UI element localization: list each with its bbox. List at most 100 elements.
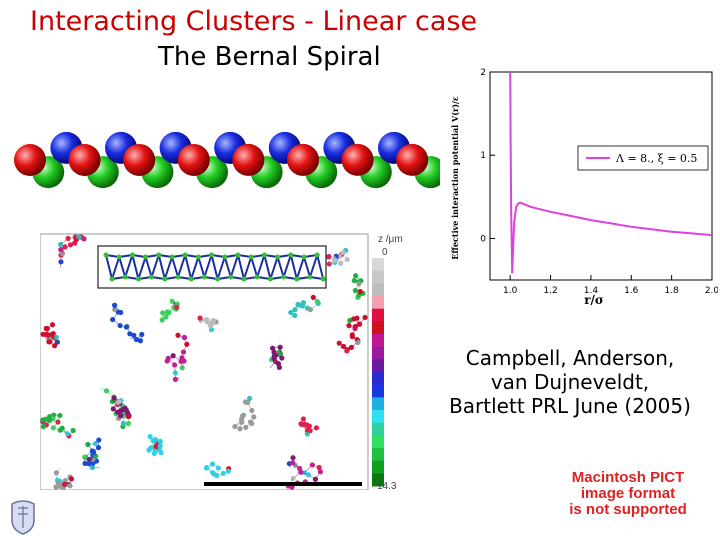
- particle: [351, 277, 357, 284]
- inset-node: [314, 252, 320, 258]
- legend: Λ = 8., ξ = 0.5: [577, 145, 709, 171]
- particle: [352, 287, 359, 294]
- colorbar-segment: [372, 321, 384, 335]
- inset-spiral-box: [97, 245, 327, 289]
- particle: [184, 341, 190, 347]
- colorbar-segment: [372, 359, 384, 373]
- inset-node: [188, 276, 194, 282]
- inset-node: [209, 252, 215, 258]
- particle: [40, 417, 46, 423]
- particle: [349, 334, 355, 340]
- colorbar-segment: [372, 410, 384, 424]
- particle: [242, 399, 249, 405]
- inset-node: [267, 276, 273, 282]
- particle: [64, 431, 71, 437]
- sphere: [177, 143, 210, 176]
- inset-node: [301, 254, 307, 260]
- citation-line: van Dujneveldt,: [490, 370, 650, 394]
- pict-line: Macintosh PICT: [571, 469, 685, 486]
- particle: [239, 419, 245, 425]
- legend-box: [577, 145, 709, 171]
- particle: [52, 343, 58, 349]
- colorbar-segment: [372, 372, 384, 386]
- depth-colorbar: [372, 258, 384, 487]
- potential-chart: 1.0 1.2 1.4 1.6 1.8 2.0 0 1 2 Λ = 8., ξ = 0.5 r/…: [450, 68, 718, 307]
- inset-node: [201, 274, 207, 280]
- inset-node: [235, 252, 241, 258]
- particle: [125, 420, 132, 427]
- slide-title: Interacting Clusters - Linear case: [30, 6, 478, 37]
- colorbar-segment: [372, 397, 384, 411]
- particle: [170, 353, 176, 359]
- particle: [131, 332, 137, 338]
- citation-line: Campbell, Anderson,: [465, 346, 675, 370]
- particle: [147, 433, 153, 440]
- inset-node: [275, 254, 281, 260]
- particle: [210, 470, 216, 476]
- colorbar-segment: [372, 334, 384, 348]
- particle: [174, 304, 180, 310]
- inset-node: [294, 276, 300, 282]
- particle: [49, 322, 56, 328]
- inset-node: [254, 274, 260, 280]
- series-line: [509, 71, 713, 274]
- particle: [82, 454, 88, 460]
- inset-node: [320, 276, 326, 282]
- inset-node: [149, 274, 155, 280]
- y-axis-label: Effective interaction potential V(r)/ε: [450, 96, 460, 260]
- inset-node: [248, 254, 254, 260]
- sphere: [232, 143, 265, 176]
- particle: [300, 416, 307, 422]
- sphere: [341, 143, 374, 176]
- colorbar-segment: [372, 308, 384, 322]
- particle: [118, 309, 124, 316]
- particle: [331, 257, 338, 263]
- crest-logo-icon: [11, 500, 35, 535]
- inset-node: [109, 276, 115, 282]
- legend-text: Λ = 8., ξ = 0.5: [615, 152, 697, 165]
- y-tick-label: 1: [480, 151, 486, 161]
- particle: [95, 445, 102, 451]
- particle: [362, 314, 368, 321]
- inset-node: [228, 274, 234, 280]
- x-tick-label: 2.0: [705, 286, 718, 296]
- colorbar-max: 14.3: [377, 481, 397, 490]
- inset-node: [103, 252, 109, 258]
- particle: [44, 331, 50, 338]
- particle: [153, 444, 159, 450]
- colorbar-segment: [372, 435, 384, 449]
- colorbar-label: z /μm: [378, 234, 403, 245]
- particle: [313, 425, 320, 431]
- colorbar-segment: [372, 296, 384, 310]
- particle: [197, 315, 203, 321]
- particle: [179, 355, 185, 361]
- particle: [353, 273, 359, 279]
- x-tick-label: 1.2: [543, 286, 557, 296]
- inset-node: [215, 276, 221, 282]
- colorbar-segment: [372, 460, 384, 474]
- particle: [309, 462, 315, 468]
- inset-node: [307, 274, 313, 280]
- sphere: [14, 144, 46, 176]
- inset-node: [281, 274, 287, 280]
- inset-node: [162, 276, 168, 282]
- citation: Campbell, Anderson, van Dujneveldt, Bart…: [420, 346, 720, 418]
- particle: [67, 242, 74, 248]
- inset-node: [175, 274, 181, 280]
- pict-placeholder: Macintosh PICT image format is not suppo…: [532, 470, 720, 518]
- particle: [157, 443, 163, 449]
- colorbar-segment: [372, 270, 384, 284]
- particle: [249, 420, 255, 427]
- confocal-micrograph: z /μm 0 14.3: [40, 233, 403, 490]
- particle: [225, 468, 231, 474]
- particle: [175, 332, 181, 338]
- particle: [53, 484, 59, 490]
- particle: [271, 355, 277, 362]
- particle: [82, 460, 88, 467]
- particle: [310, 294, 316, 300]
- x-tick-label: 1.4: [584, 286, 599, 296]
- x-tick-label: 1.6: [624, 286, 639, 296]
- pict-line: is not supported: [569, 501, 687, 518]
- plot-frame: [489, 71, 713, 281]
- particle: [116, 399, 122, 405]
